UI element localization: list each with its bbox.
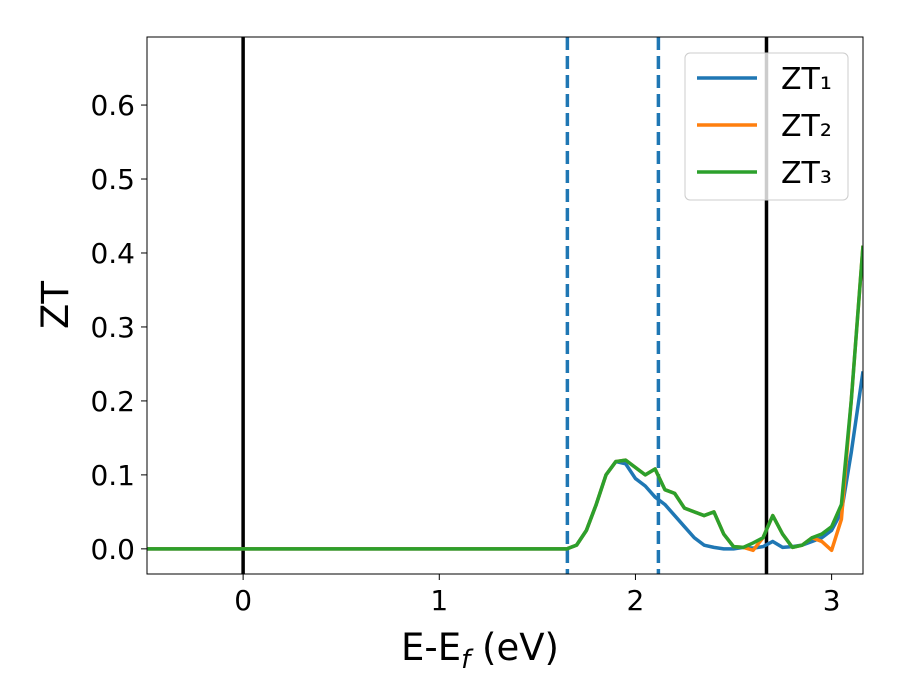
y-tick-label: 0.6 bbox=[90, 89, 135, 122]
series-line bbox=[147, 245, 863, 553]
legend-label: ZT₁ bbox=[781, 62, 832, 97]
x-axis-label: E-Ef (eV) bbox=[401, 626, 559, 675]
y-axis-label: ZT bbox=[34, 281, 77, 329]
x-label-part: E-E bbox=[401, 626, 461, 669]
x-label-part: (eV) bbox=[470, 626, 559, 669]
legend-box bbox=[684, 52, 849, 201]
x-tick-label: 1 bbox=[430, 584, 448, 617]
y-tick-label: 0.4 bbox=[90, 237, 135, 270]
x-tick-label: 0 bbox=[234, 584, 252, 617]
x-tick-label: 3 bbox=[823, 584, 841, 617]
y-tick-label: 0.1 bbox=[90, 459, 135, 492]
plot-frame bbox=[146, 36, 864, 575]
y-tick-label: 0.5 bbox=[90, 163, 135, 196]
legend-label: ZT₂ bbox=[781, 109, 832, 144]
y-tick-label: 0.0 bbox=[90, 533, 135, 566]
legend-label: ZT₃ bbox=[781, 156, 832, 191]
y-tick-label: 0.2 bbox=[90, 385, 135, 418]
series-line bbox=[147, 371, 863, 551]
series-line bbox=[147, 245, 863, 551]
y-tick-label: 0.3 bbox=[90, 311, 135, 344]
x-tick-label: 2 bbox=[627, 584, 645, 617]
